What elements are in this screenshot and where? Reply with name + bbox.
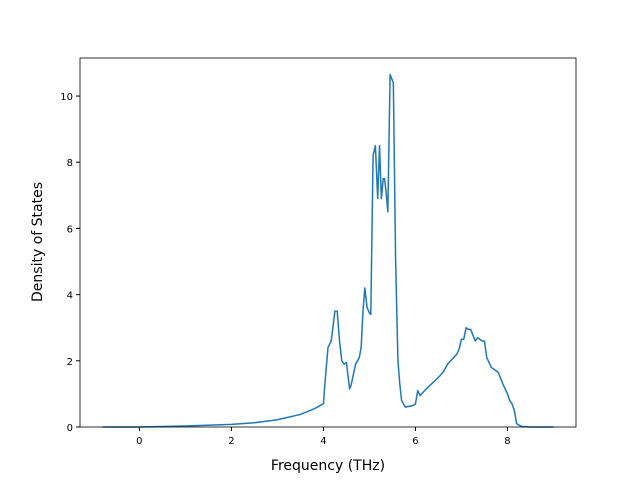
y-axis-label: Density of States <box>30 182 46 302</box>
y-tick-label: 6 <box>67 224 73 235</box>
x-tick-label: 2 <box>228 436 234 447</box>
y-tick-label: 2 <box>67 357 73 368</box>
y-tick-label: 8 <box>67 158 73 169</box>
y-tick-label: 0 <box>67 423 73 434</box>
x-axis-label: Frequency (THz) <box>271 458 385 474</box>
x-tick-label: 4 <box>320 436 326 447</box>
y-tick-label: 10 <box>60 92 73 103</box>
x-tick-label: 8 <box>504 436 510 447</box>
plot-frame <box>79 57 577 428</box>
y-tick-label: 4 <box>67 291 73 302</box>
x-tick-label: 0 <box>136 436 142 447</box>
x-tick-label: 6 <box>412 436 418 447</box>
line-series <box>102 73 554 428</box>
